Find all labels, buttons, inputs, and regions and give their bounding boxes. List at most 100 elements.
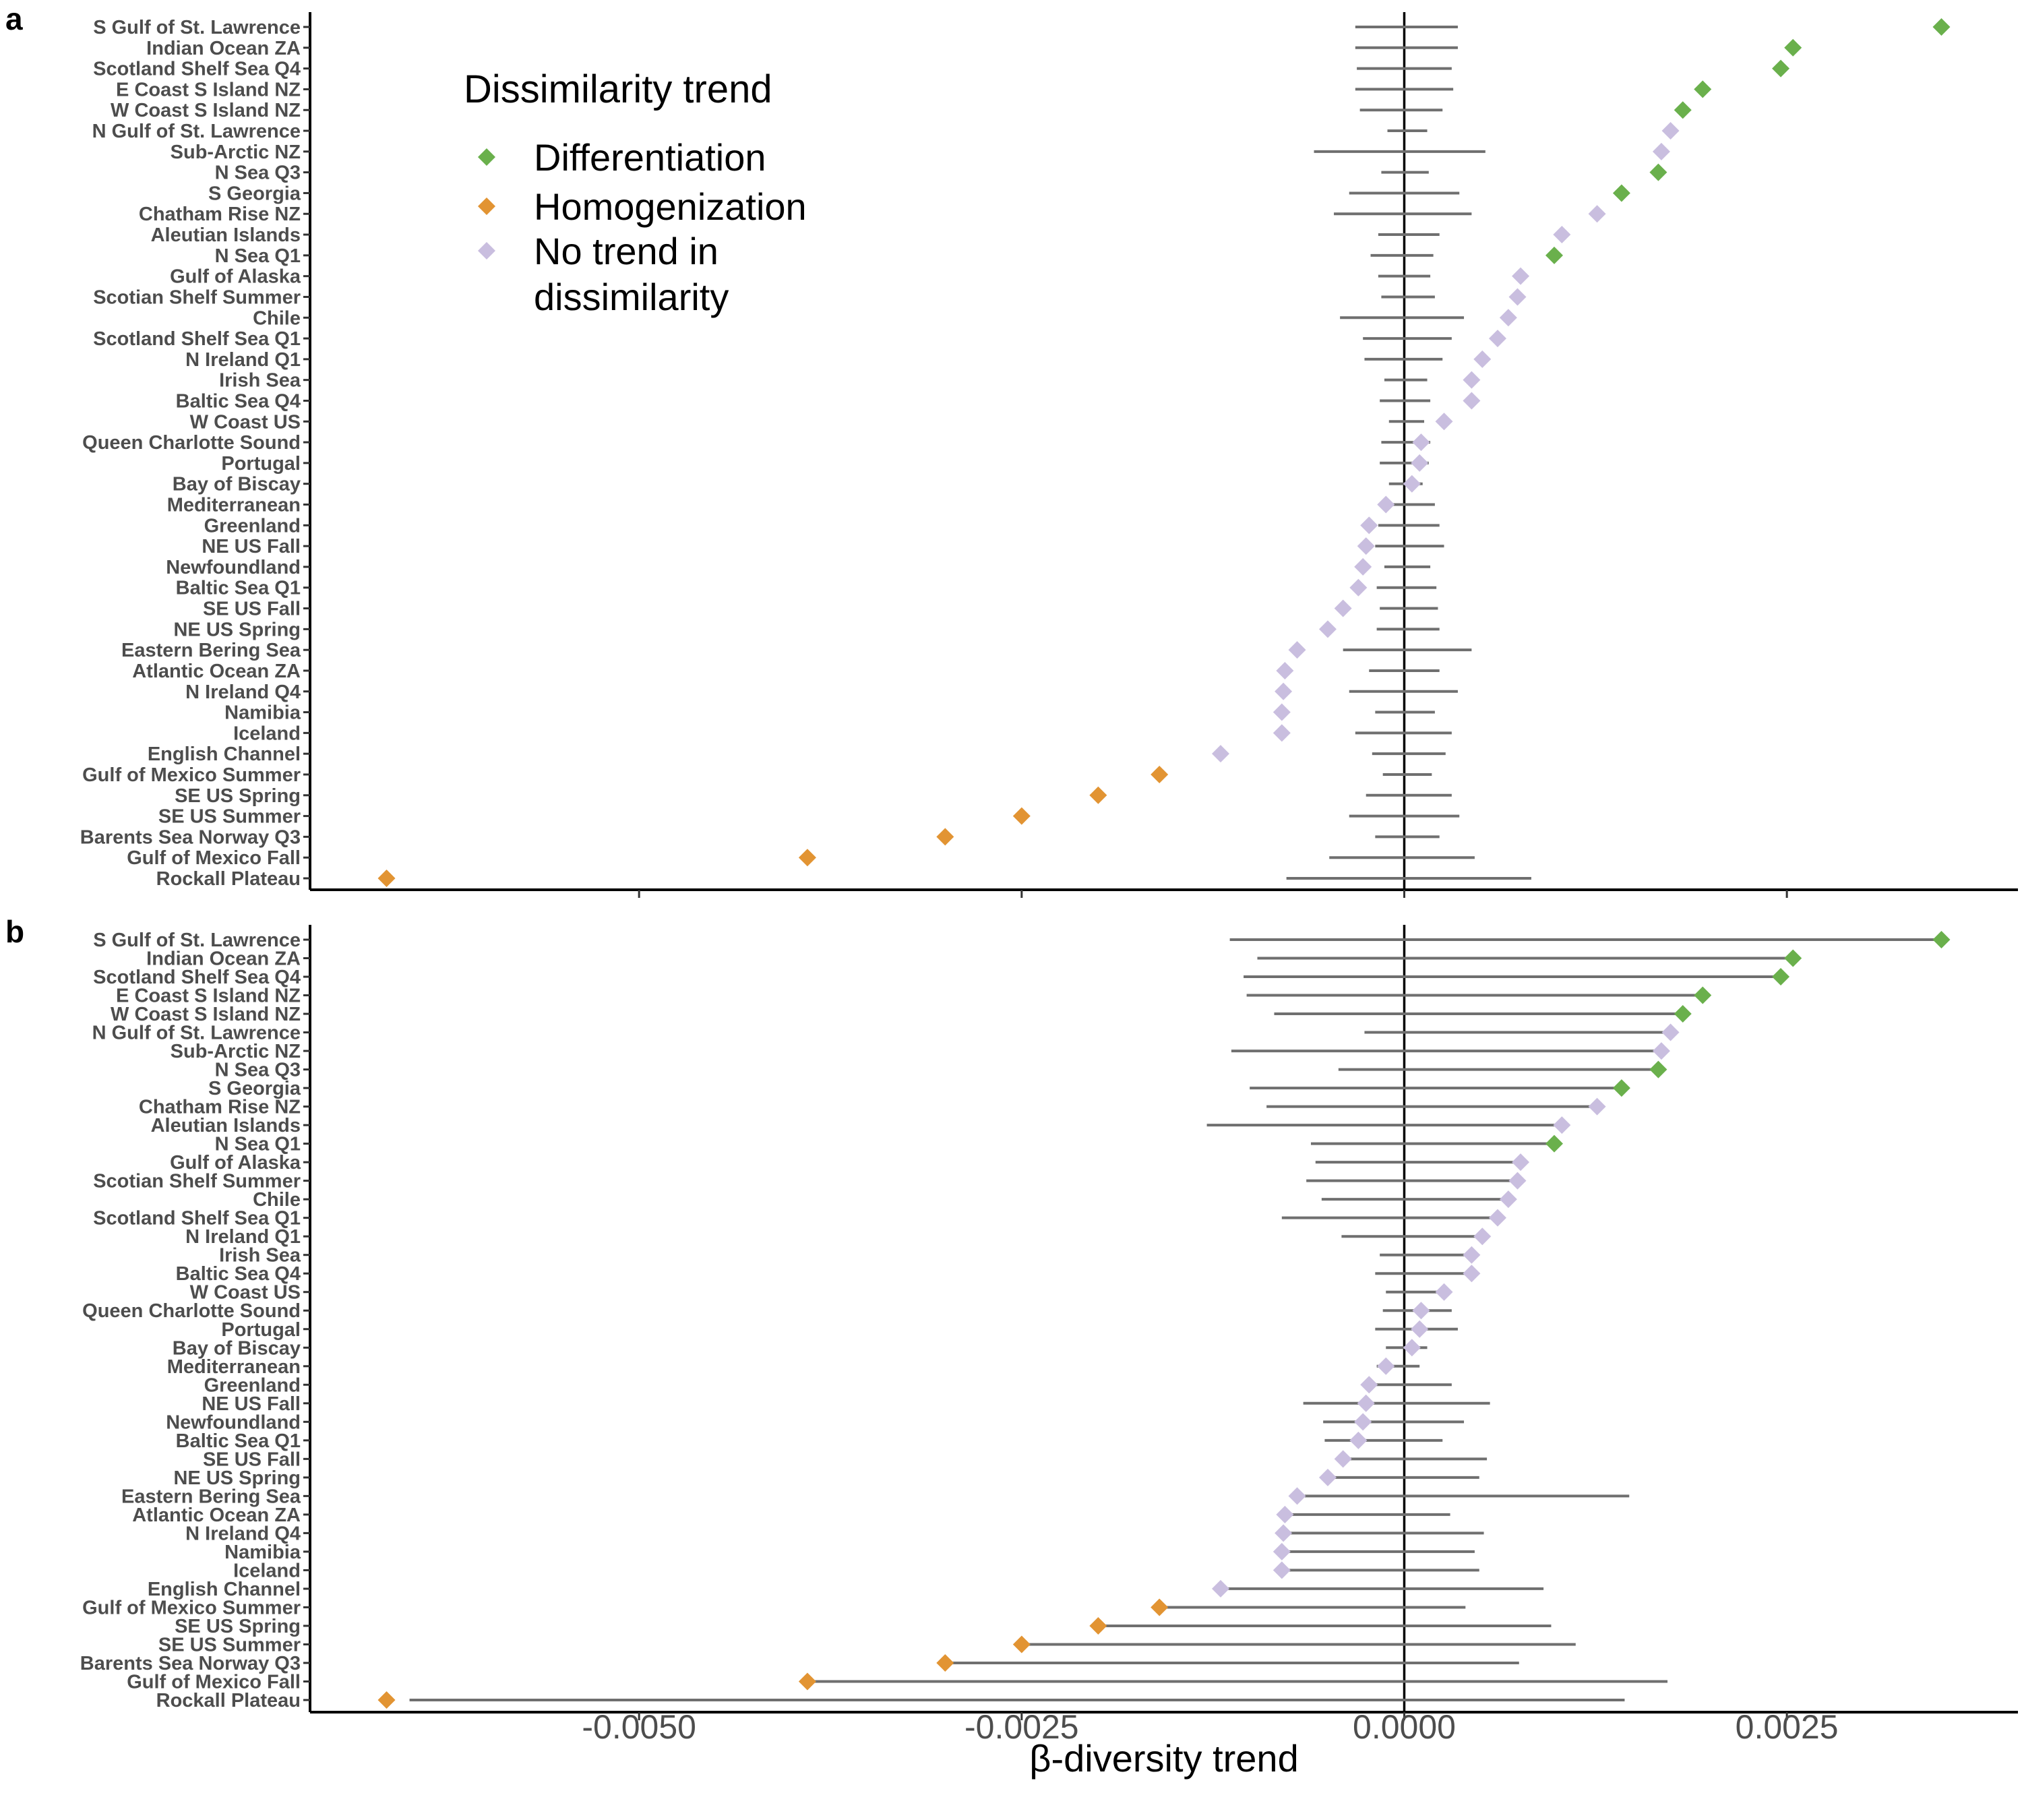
category-label-baltic-sea-q1: Baltic Sea Q1 bbox=[176, 1430, 301, 1452]
legend-key-homogenization bbox=[478, 198, 495, 215]
legend-title: Dissimilarity trend bbox=[464, 67, 772, 111]
category-label-greenland: Greenland bbox=[204, 1374, 301, 1396]
category-label-gulf-of-mexico-summer: Gulf of Mexico Summer bbox=[82, 1597, 301, 1618]
estimate-point-scotian-shelf-summer bbox=[1508, 1172, 1527, 1190]
estimate-point-greenland bbox=[1360, 516, 1378, 535]
category-label-atlantic-ocean-za: Atlantic Ocean ZA bbox=[132, 1505, 301, 1526]
category-label-sub-arctic-nz: Sub-Arctic NZ bbox=[171, 1041, 301, 1062]
estimate-point-greenland bbox=[1360, 1376, 1378, 1394]
category-label-chile: Chile bbox=[253, 307, 301, 329]
category-label-gulf-of-mexico-fall: Gulf of Mexico Fall bbox=[127, 1671, 301, 1693]
legend-label-line: Differentiation bbox=[534, 136, 766, 179]
category-label-w-coast-us: W Coast US bbox=[190, 411, 301, 433]
category-label-irish-sea: Irish Sea bbox=[219, 370, 301, 392]
category-label-n-ireland-q1: N Ireland Q1 bbox=[185, 1226, 301, 1248]
category-label-mediterranean: Mediterranean bbox=[167, 1356, 301, 1378]
category-label-indian-ocean-za: Indian Ocean ZA bbox=[146, 948, 301, 970]
category-label-ne-us-fall: NE US Fall bbox=[202, 1393, 301, 1415]
estimate-point-queen-charlotte-sound bbox=[1412, 433, 1430, 452]
estimate-point-namibia bbox=[1273, 703, 1291, 721]
x-tick-label: 0.0025 bbox=[1736, 1708, 1839, 1746]
category-label-ne-us-fall: NE US Fall bbox=[202, 536, 301, 557]
estimate-point-mediterranean bbox=[1377, 495, 1395, 514]
category-label-namibia: Namibia bbox=[224, 1542, 301, 1563]
category-label-se-us-summer: SE US Summer bbox=[158, 806, 301, 828]
category-label-chile: Chile bbox=[253, 1189, 301, 1211]
estimate-point-aleutian-islands bbox=[1553, 226, 1571, 244]
estimate-point-baltic-sea-q1 bbox=[1349, 578, 1368, 597]
category-label-scotland-shelf-sea-q4: Scotland Shelf Sea Q4 bbox=[93, 59, 301, 80]
category-label-eastern-bering-sea: Eastern Bering Sea bbox=[121, 640, 301, 661]
estimate-point-eastern-bering-sea bbox=[1288, 641, 1306, 659]
category-label-baltic-sea-q1: Baltic Sea Q1 bbox=[176, 578, 301, 599]
legend-key-differentiation bbox=[478, 148, 495, 166]
category-label-n-ireland-q1: N Ireland Q1 bbox=[185, 349, 301, 371]
category-label-aleutian-islands: Aleutian Islands bbox=[151, 224, 301, 246]
category-label-s-gulf-of-st-lawrence: S Gulf of St. Lawrence bbox=[93, 17, 301, 38]
estimate-point-s-georgia bbox=[1612, 1079, 1630, 1097]
estimate-point-irish-sea bbox=[1463, 1246, 1481, 1264]
category-label-n-gulf-of-st-lawrence: N Gulf of St. Lawrence bbox=[92, 1023, 301, 1044]
category-label-scotland-shelf-sea-q4: Scotland Shelf Sea Q4 bbox=[93, 967, 301, 988]
category-label-irish-sea: Irish Sea bbox=[219, 1245, 301, 1267]
category-label-scotland-shelf-sea-q1: Scotland Shelf Sea Q1 bbox=[93, 328, 301, 350]
category-label-baltic-sea-q4: Baltic Sea Q4 bbox=[176, 390, 301, 412]
category-label-se-us-fall: SE US Fall bbox=[203, 599, 301, 620]
legend-label-line: No trend in bbox=[534, 230, 718, 272]
category-label-se-us-spring: SE US Spring bbox=[175, 785, 301, 807]
estimate-point-newfoundland bbox=[1354, 557, 1372, 576]
estimate-point-scotian-shelf-summer bbox=[1508, 288, 1527, 306]
category-label-chatham-rise-nz: Chatham Rise NZ bbox=[139, 204, 301, 225]
panel-tag-b: b bbox=[5, 914, 24, 949]
estimate-point-english-channel bbox=[1212, 1579, 1230, 1598]
estimate-point-irish-sea bbox=[1463, 371, 1481, 389]
category-label-n-ireland-q4: N Ireland Q4 bbox=[185, 681, 301, 703]
category-label-n-sea-q3: N Sea Q3 bbox=[215, 1060, 301, 1081]
estimate-point-namibia bbox=[1273, 1542, 1291, 1560]
category-label-aleutian-islands: Aleutian Islands bbox=[151, 1115, 301, 1136]
estimate-point-bay-of-biscay bbox=[1403, 475, 1421, 493]
category-label-chatham-rise-nz: Chatham Rise NZ bbox=[139, 1097, 301, 1118]
category-label-ne-us-spring: NE US Spring bbox=[173, 619, 301, 640]
category-label-e-coast-s-island-nz: E Coast S Island NZ bbox=[116, 79, 301, 100]
estimate-point-w-coast-us bbox=[1435, 1283, 1453, 1301]
category-label-barents-sea-norway-q3: Barents Sea Norway Q3 bbox=[80, 1653, 301, 1674]
estimate-point-baltic-sea-q1 bbox=[1349, 1431, 1368, 1449]
estimate-point-scotland-shelf-sea-q4 bbox=[1772, 59, 1790, 78]
estimate-point-scotland-shelf-sea-q4 bbox=[1772, 968, 1790, 986]
estimate-point-sub-arctic-nz bbox=[1652, 142, 1670, 160]
panel-tag-a: a bbox=[5, 1, 23, 36]
category-label-atlantic-ocean-za: Atlantic Ocean ZA bbox=[132, 661, 301, 682]
estimate-point-gulf-of-alaska bbox=[1512, 1153, 1530, 1172]
category-label-gulf-of-mexico-summer: Gulf of Mexico Summer bbox=[82, 764, 301, 786]
category-label-namibia: Namibia bbox=[224, 702, 301, 724]
category-label-indian-ocean-za: Indian Ocean ZA bbox=[146, 38, 301, 59]
estimate-point-s-gulf-of-st-lawrence bbox=[1932, 931, 1951, 948]
estimate-point-ne-us-fall bbox=[1357, 537, 1375, 555]
estimate-point-baltic-sea-q4 bbox=[1463, 1265, 1481, 1283]
legend-key-no-trend bbox=[478, 242, 495, 260]
category-label-gulf-of-alaska: Gulf of Alaska bbox=[170, 266, 301, 288]
estimate-point-chile bbox=[1499, 1190, 1517, 1209]
category-label-baltic-sea-q4: Baltic Sea Q4 bbox=[176, 1263, 301, 1285]
category-label-n-sea-q1: N Sea Q1 bbox=[215, 245, 301, 267]
category-label-mediterranean: Mediterranean bbox=[167, 495, 301, 516]
estimate-point-chile bbox=[1499, 309, 1517, 327]
estimate-point-ne-us-spring bbox=[1318, 1468, 1337, 1486]
category-label-w-coast-s-island-nz: W Coast S Island NZ bbox=[111, 100, 301, 121]
estimate-point-mediterranean bbox=[1377, 1357, 1395, 1375]
estimate-point-scotland-shelf-sea-q1 bbox=[1488, 330, 1506, 348]
estimate-point-n-ireland-q1 bbox=[1473, 350, 1492, 368]
estimate-point-n-sea-q3 bbox=[1649, 163, 1667, 181]
estimate-point-barents-sea-norway-q3 bbox=[936, 1654, 954, 1672]
category-label-n-gulf-of-st-lawrence: N Gulf of St. Lawrence bbox=[92, 121, 301, 142]
category-label-queen-charlotte-sound: Queen Charlotte Sound bbox=[82, 432, 301, 454]
estimate-point-e-coast-s-island-nz bbox=[1694, 80, 1712, 98]
estimate-point-w-coast-s-island-nz bbox=[1674, 101, 1692, 119]
x-axis: -0.0050 -0.0025 0.0000 0.0025 bbox=[582, 1708, 1838, 1746]
estimate-point-gulf-of-mexico-fall bbox=[798, 849, 816, 867]
x-tick-label: 0.0000 bbox=[1353, 1708, 1456, 1746]
estimate-point-bay-of-biscay bbox=[1403, 1339, 1421, 1357]
estimate-point-gulf-of-mexico-fall bbox=[798, 1672, 816, 1691]
